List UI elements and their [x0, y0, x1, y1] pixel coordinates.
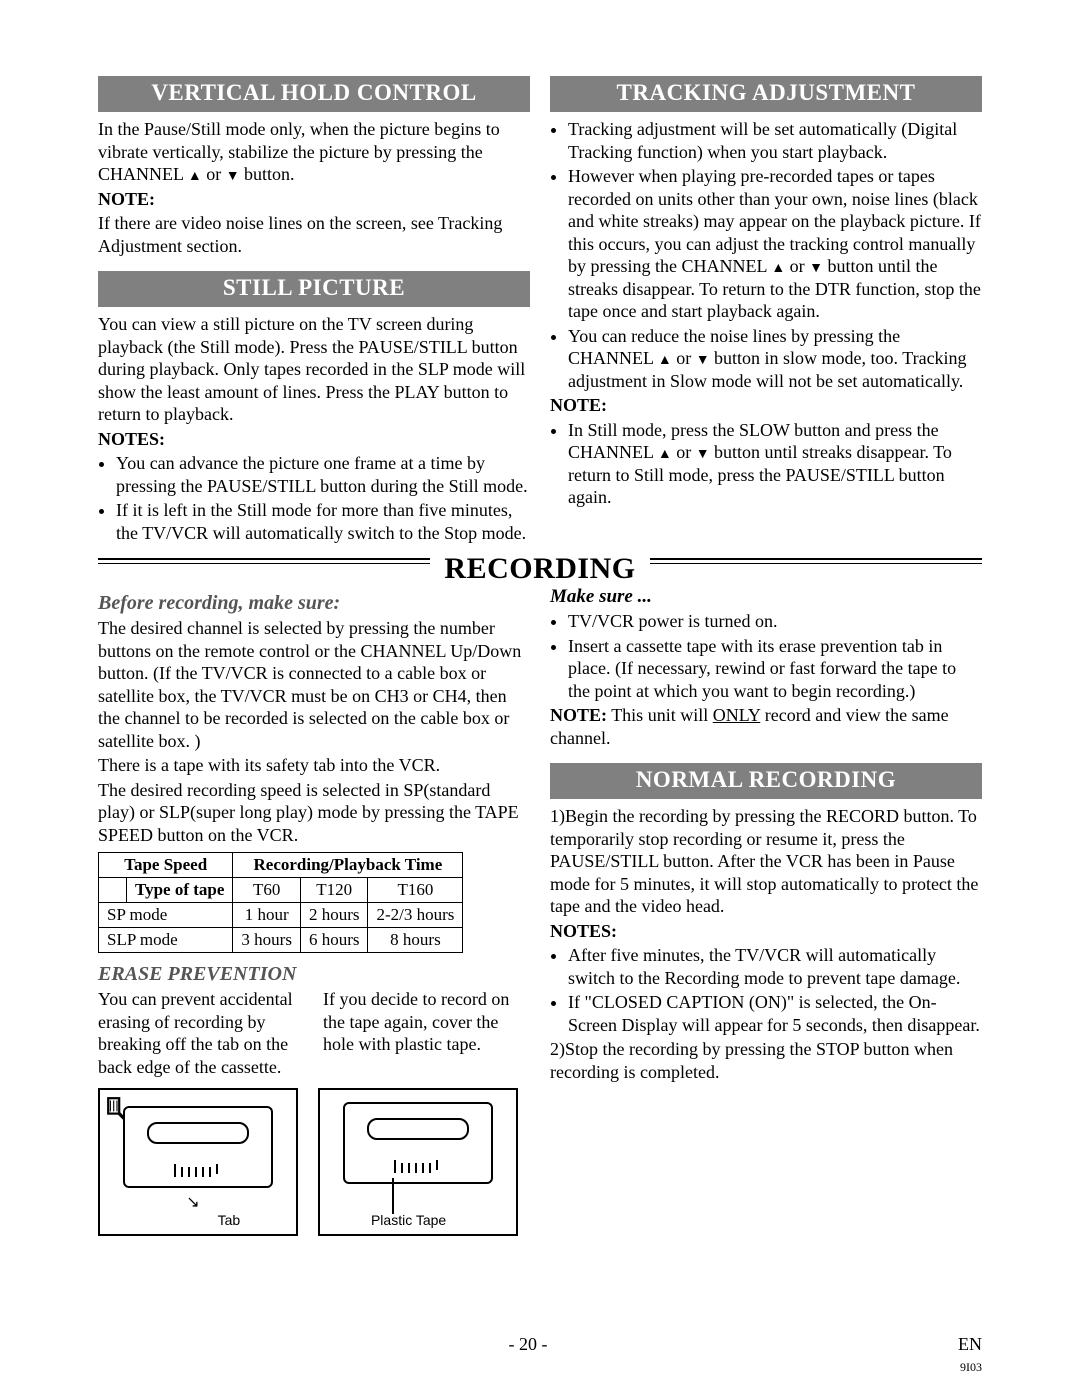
tape-speed-table-real: Tape Speed Recording/Playback Time Type … [98, 852, 463, 953]
upper-columns: VERTICAL HOLD CONTROL In the Pause/Still… [98, 76, 982, 546]
notes-label: NOTES: [98, 428, 530, 451]
list-item: Insert a cassette tape with its erase pr… [568, 635, 982, 703]
table-cell: T60 [233, 878, 301, 903]
col-left-lower: Before recording, make sure: The desired… [98, 586, 530, 1236]
heading-normal-recording: NORMAL RECORDING [550, 763, 982, 799]
th-tape-speed: Tape Speed [99, 853, 233, 878]
triangle-down-icon [226, 164, 240, 184]
make-sure-note: NOTE: This unit will ONLY record and vie… [550, 704, 982, 749]
tracking-note-bullet: In Still mode, press the SLOW button and… [550, 419, 982, 509]
heading-recording: RECORDING [430, 552, 649, 586]
subhead-make-sure: Make sure ... [550, 586, 982, 608]
list-item: You can advance the picture one frame at… [116, 452, 530, 497]
table-row: SP mode 1 hour 2 hours 2-2/3 hours [99, 903, 463, 928]
heading-vertical-hold: VERTICAL HOLD CONTROL [98, 76, 530, 112]
cassette-icon [123, 1106, 273, 1188]
list-item: In Still mode, press the SLOW button and… [568, 419, 982, 509]
table-cell: 1 hour [233, 903, 301, 928]
page-number: - 20 - [509, 1334, 548, 1355]
section-divider: RECORDING [98, 558, 982, 576]
vertical-hold-note: If there are video noise lines on the sc… [98, 212, 530, 257]
label-plastic-tape: Plastic Tape [371, 1212, 446, 1228]
cassette-illustrations: ↘ Tab Plastic Tape [98, 1088, 530, 1236]
subhead-erase-prevention: ERASE PREVENTION [98, 963, 530, 986]
normal-step-2: 2)Stop the recording by pressing the STO… [550, 1038, 982, 1083]
list-item: However when playing pre-recorded tapes … [568, 165, 982, 323]
table-cell: T120 [300, 878, 368, 903]
th-type-of-tape: Type of tape [127, 878, 233, 903]
page-footer: - 20 - EN 9I03 [98, 1334, 982, 1355]
list-item: If "CLOSED CAPTION (ON)" is selected, th… [568, 991, 982, 1036]
col-left: VERTICAL HOLD CONTROL In the Pause/Still… [98, 76, 530, 546]
th-rec-time: Recording/Playback Time [233, 853, 463, 878]
normal-step-1: 1)Begin the recording by pressing the RE… [550, 805, 982, 918]
cassette-plastic-illustration: Plastic Tape [318, 1088, 518, 1236]
cassette-tab-illustration: ↘ Tab [98, 1088, 298, 1236]
heading-tracking: TRACKING ADJUSTMENT [550, 76, 982, 112]
list-item: If it is left in the Still mode for more… [116, 499, 530, 544]
erase-columns: You can prevent accidental erasing of re… [98, 988, 530, 1078]
still-picture-notes: You can advance the picture one frame at… [98, 452, 530, 544]
list-item: After five minutes, the TV/VCR will auto… [568, 944, 982, 989]
before-para: The desired recording speed is selected … [98, 779, 530, 847]
lang-code: EN [958, 1334, 982, 1355]
lower-columns: Before recording, make sure: The desired… [98, 586, 982, 1236]
table-cell: 2-2/3 hours [368, 903, 463, 928]
erase-left-text: You can prevent accidental erasing of re… [98, 988, 305, 1078]
note-label: NOTE: [98, 188, 530, 211]
list-item: TV/VCR power is turned on. [568, 610, 982, 633]
triangle-down-icon [696, 348, 710, 368]
triangle-up-icon [771, 256, 785, 276]
notes-label: NOTES: [550, 920, 982, 943]
before-para: There is a tape with its safety tab into… [98, 754, 530, 777]
doc-code: 9I03 [960, 1360, 982, 1375]
subhead-before-recording: Before recording, make sure: [98, 592, 530, 615]
make-sure-bullets: TV/VCR power is turned on. Insert a cass… [550, 610, 982, 702]
still-picture-body: You can view a still picture on the TV s… [98, 313, 530, 426]
arrow-icon: ↘ [186, 1192, 199, 1212]
normal-notes: After five minutes, the TV/VCR will auto… [550, 944, 982, 1036]
col-right-lower: Make sure ... TV/VCR power is turned on.… [550, 586, 982, 1236]
tracking-bullets: Tracking adjustment will be set automati… [550, 118, 982, 392]
vertical-hold-body: In the Pause/Still mode only, when the p… [98, 118, 530, 186]
manual-page: VERTICAL HOLD CONTROL In the Pause/Still… [0, 0, 1080, 1397]
label-tab: Tab [218, 1212, 241, 1228]
note-label: NOTE: [550, 394, 982, 417]
list-item: Tracking adjustment will be set automati… [568, 118, 982, 163]
table-row: SLP mode 3 hours 6 hours 8 hours [99, 928, 463, 953]
col-right: TRACKING ADJUSTMENT Tracking adjustment … [550, 76, 982, 546]
table-cell: T160 [368, 878, 463, 903]
heading-still-picture: STILL PICTURE [98, 271, 530, 307]
table-cell: 3 hours [233, 928, 301, 953]
erase-right-text: If you decide to record on the tape agai… [323, 988, 530, 1078]
triangle-up-icon [188, 164, 202, 184]
before-para: The desired channel is selected by press… [98, 617, 530, 752]
triangle-up-icon [658, 348, 672, 368]
table-cell: 6 hours [300, 928, 368, 953]
triangle-down-icon [809, 256, 823, 276]
cassette-icon [343, 1102, 493, 1184]
triangle-down-icon [696, 442, 710, 462]
list-item: You can reduce the noise lines by pressi… [568, 325, 982, 393]
table-cell: 2 hours [300, 903, 368, 928]
table-cell: 8 hours [368, 928, 463, 953]
triangle-up-icon [658, 442, 672, 462]
